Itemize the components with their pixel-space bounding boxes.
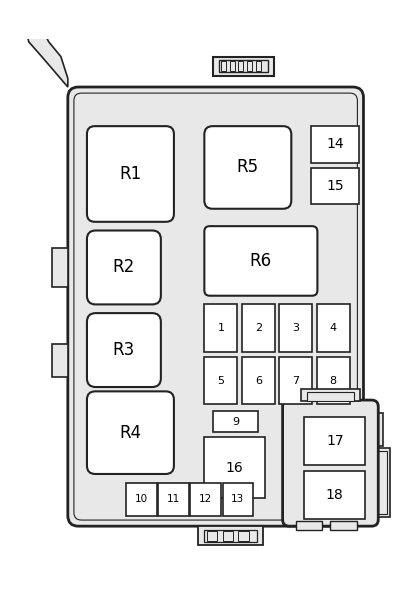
- Bar: [316, 305, 350, 352]
- Bar: [364, 448, 390, 517]
- Text: 9: 9: [232, 417, 239, 427]
- Text: 13: 13: [231, 494, 244, 504]
- Text: 3: 3: [292, 323, 299, 334]
- Text: 8: 8: [330, 376, 337, 385]
- Bar: [242, 356, 275, 404]
- FancyBboxPatch shape: [87, 126, 174, 222]
- Bar: [219, 60, 268, 72]
- Bar: [213, 56, 274, 76]
- Text: 2: 2: [255, 323, 262, 334]
- Bar: [207, 531, 217, 541]
- Text: 10: 10: [135, 494, 148, 504]
- Bar: [316, 356, 350, 404]
- Bar: [304, 418, 365, 465]
- Text: 4: 4: [330, 323, 337, 334]
- Text: 7: 7: [292, 376, 299, 385]
- Bar: [296, 521, 322, 529]
- Text: 5: 5: [217, 376, 224, 385]
- Text: 11: 11: [167, 494, 180, 504]
- Text: 16: 16: [226, 461, 244, 475]
- Bar: [304, 471, 365, 519]
- Bar: [158, 483, 189, 516]
- Text: 12: 12: [199, 494, 212, 504]
- Bar: [126, 483, 156, 516]
- Text: 14: 14: [326, 138, 344, 151]
- Bar: [204, 356, 237, 404]
- FancyBboxPatch shape: [283, 400, 378, 526]
- Bar: [190, 483, 221, 516]
- Bar: [307, 392, 354, 401]
- FancyBboxPatch shape: [87, 231, 161, 305]
- Bar: [247, 61, 252, 72]
- Text: 6: 6: [255, 376, 262, 385]
- Bar: [223, 483, 253, 516]
- Bar: [311, 126, 359, 163]
- Text: R1: R1: [119, 165, 142, 183]
- Text: R2: R2: [113, 258, 135, 276]
- Bar: [242, 305, 275, 352]
- Bar: [330, 521, 356, 529]
- FancyBboxPatch shape: [204, 126, 291, 209]
- Bar: [52, 248, 68, 287]
- Bar: [198, 526, 264, 545]
- FancyBboxPatch shape: [87, 391, 174, 474]
- Text: 1: 1: [217, 323, 224, 334]
- Text: R4: R4: [119, 424, 142, 442]
- Bar: [279, 305, 312, 352]
- Bar: [256, 61, 261, 72]
- Text: R3: R3: [113, 341, 135, 359]
- Text: R5: R5: [237, 159, 259, 177]
- Bar: [238, 531, 249, 541]
- Text: R6: R6: [250, 252, 272, 270]
- Bar: [52, 344, 68, 377]
- Bar: [204, 305, 237, 352]
- Text: 18: 18: [326, 488, 344, 502]
- Text: 17: 17: [326, 435, 344, 448]
- Bar: [364, 413, 383, 446]
- Bar: [230, 61, 235, 72]
- Bar: [204, 529, 256, 542]
- Bar: [204, 438, 265, 498]
- FancyBboxPatch shape: [68, 87, 364, 526]
- Bar: [238, 61, 244, 72]
- Bar: [221, 61, 226, 72]
- Bar: [366, 451, 387, 514]
- Bar: [301, 389, 360, 401]
- Bar: [223, 531, 233, 541]
- Bar: [279, 356, 312, 404]
- Polygon shape: [26, 28, 68, 87]
- Bar: [213, 411, 258, 432]
- FancyBboxPatch shape: [87, 313, 161, 387]
- FancyBboxPatch shape: [74, 93, 357, 520]
- Text: 15: 15: [326, 179, 344, 193]
- Bar: [311, 168, 359, 204]
- FancyBboxPatch shape: [204, 226, 317, 296]
